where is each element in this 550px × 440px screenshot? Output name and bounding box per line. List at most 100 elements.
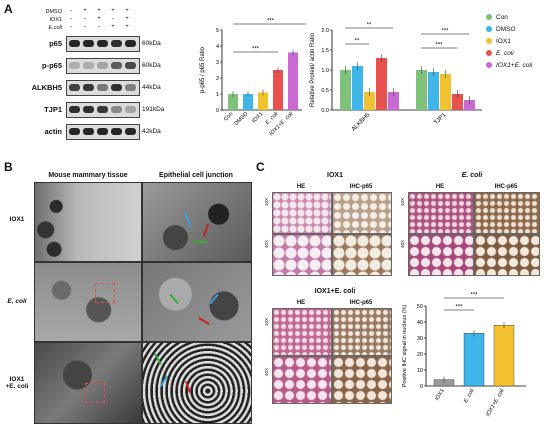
blot-row-label: actin — [44, 127, 62, 136]
hist-image — [332, 356, 392, 404]
blot-row-kda: 191kDa — [142, 106, 165, 113]
condition-mark: - — [70, 16, 72, 22]
hist-image — [408, 192, 474, 234]
hist-label-ihc: IHC-p65 — [349, 300, 373, 306]
legend-item: IOX1 — [486, 38, 511, 45]
condition-mark: - — [84, 24, 86, 30]
y-tick-label: 0 — [420, 384, 423, 390]
y-tick-label: 10 — [417, 368, 423, 374]
em-panel: Mouse mammary tissue Epithelial cell jun… — [0, 168, 252, 440]
y-tick-label: 2.0 — [321, 28, 329, 34]
legend-swatch — [486, 14, 492, 21]
y-axis-label: Relative Protein/ actin Ratio — [310, 32, 316, 107]
hist-image — [474, 192, 540, 234]
blot-row-kda: 42kDa — [142, 128, 161, 135]
x-tick-label: IOX1+E. coli — [485, 387, 506, 417]
bar — [388, 92, 399, 110]
blot-band — [69, 106, 80, 113]
bar — [258, 92, 268, 110]
bar — [428, 72, 439, 110]
legend-item: E. coli — [486, 50, 514, 57]
hist-image — [272, 192, 332, 234]
hist-label-he: HE — [435, 184, 445, 190]
em-image-ecoli-junction — [142, 262, 252, 342]
blot-row-label: TJP1 — [44, 105, 62, 114]
y-tick-label: 0 — [216, 108, 219, 114]
y-tick-label: 1.5 — [321, 48, 329, 54]
blot-band — [125, 62, 136, 69]
x-tick-label: Con — [223, 111, 234, 122]
blot-band — [69, 62, 80, 69]
blot-band — [97, 106, 108, 113]
legend-swatch — [486, 62, 492, 69]
bar — [452, 94, 463, 110]
hist-label-ihc: IHC-p65 — [494, 184, 518, 190]
x-tick-label: E. coli — [463, 387, 476, 404]
histology-panel: IOX1 HE IHC-p65 10X 40X E. coli HE IHC-p… — [258, 168, 550, 440]
bar — [364, 92, 375, 110]
legend-label: IOX1+E. coli — [496, 62, 533, 69]
blot-band — [83, 40, 94, 47]
mag-label: 40X — [400, 240, 405, 249]
x-tick-label: ALKBH5 — [351, 112, 372, 133]
panel-letter-a: A — [4, 2, 13, 16]
bar — [273, 70, 283, 110]
sig-label: *** — [435, 43, 443, 49]
blot-band — [111, 62, 122, 69]
condition-mark: + — [97, 8, 101, 14]
condition-mark: + — [111, 8, 115, 14]
sig-label: *** — [441, 29, 449, 35]
bar — [352, 66, 363, 110]
y-tick-label: 2 — [216, 76, 219, 82]
blot-band — [125, 84, 136, 91]
bar — [376, 58, 387, 110]
blot-band — [111, 40, 122, 47]
sig-label: ** — [355, 39, 360, 45]
legend-label: E. coli — [496, 50, 514, 57]
bar — [463, 333, 485, 387]
blot-band — [83, 62, 94, 69]
blot-band — [83, 128, 94, 135]
legend-swatch — [486, 50, 492, 57]
y-tick-label: 1 — [216, 92, 219, 98]
bar — [440, 74, 451, 110]
hist-image — [474, 234, 540, 276]
blot-row-label: ALKBH5 — [31, 83, 62, 92]
hist-image — [332, 308, 392, 356]
y-tick-label: 0.5 — [321, 88, 329, 94]
em-image-iox1-tissue — [34, 182, 142, 262]
blot-band — [69, 40, 80, 47]
condition-mark: - — [98, 24, 100, 30]
bar — [228, 94, 238, 110]
blot-strip — [66, 36, 140, 52]
condition-mark: + — [83, 8, 87, 14]
blot-band — [97, 84, 108, 91]
x-tick-label: IOX1 — [434, 388, 445, 402]
y-tick-label: 50 — [417, 304, 423, 310]
sig-label: ** — [367, 23, 372, 29]
bar — [288, 52, 298, 110]
blot-band — [111, 106, 122, 113]
condition-mark: + — [125, 8, 129, 14]
hist-image — [272, 234, 332, 276]
em-image-combo-tissue — [34, 342, 142, 424]
legend-label: DMSO — [496, 26, 516, 33]
sig-label: *** — [252, 47, 260, 53]
em-row-label-iox1: IOX1 — [9, 216, 25, 223]
blot-band — [83, 84, 94, 91]
ihc-quantification-chart: 0 10 20 30 40 50 Positive IHC signal in nucleu… — [402, 293, 526, 418]
legend-swatch — [486, 38, 492, 45]
blot-band — [69, 84, 80, 91]
sig-label: *** — [267, 19, 275, 25]
mag-label: 10X — [264, 318, 269, 327]
blot-band — [125, 40, 136, 47]
condition-mark: + — [125, 24, 129, 30]
x-tick-label: IOX1 — [251, 111, 264, 124]
em-image-iox1-junction — [142, 182, 252, 262]
condition-mark: - — [70, 24, 72, 30]
blot-band — [97, 62, 108, 69]
bar — [464, 100, 475, 110]
blot-row-label: p-p65 — [41, 61, 62, 70]
sig-label: *** — [470, 293, 478, 299]
